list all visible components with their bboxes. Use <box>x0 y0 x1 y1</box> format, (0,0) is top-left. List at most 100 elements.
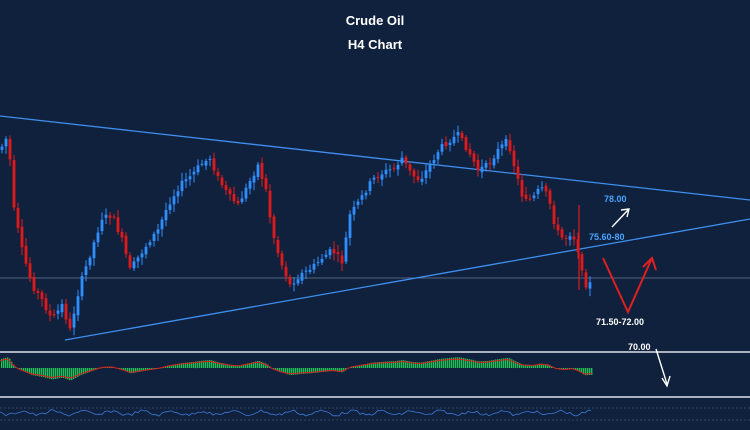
histogram-bar <box>489 360 491 368</box>
histogram-bar <box>171 365 173 368</box>
candle-body <box>8 139 12 160</box>
candle-body <box>392 167 396 169</box>
histogram-bar <box>51 368 53 380</box>
histogram-bar <box>343 368 345 372</box>
histogram-bar <box>123 368 125 371</box>
candle-body <box>192 171 196 175</box>
histogram-bar <box>3 358 5 368</box>
histogram-bar <box>229 364 231 368</box>
histogram-bar <box>257 361 259 368</box>
histogram-bar <box>253 362 255 368</box>
histogram-bar <box>141 368 143 372</box>
candle-body <box>376 176 380 178</box>
histogram-bar <box>259 361 261 368</box>
candle-body <box>132 261 136 269</box>
candle-body <box>532 195 536 199</box>
histogram-bar <box>227 364 229 368</box>
histogram-bar <box>411 361 413 368</box>
candle-body <box>340 255 344 264</box>
histogram-bar <box>197 361 199 369</box>
histogram-bar <box>519 363 521 369</box>
candle-body <box>140 253 144 258</box>
candle-body <box>292 283 296 285</box>
candle-body <box>576 239 580 253</box>
candle-body <box>352 206 356 215</box>
candle-body <box>264 177 268 190</box>
histogram-bar <box>41 368 43 377</box>
chart-subtitle: H4 Chart <box>347 37 403 52</box>
histogram-bar <box>413 362 415 368</box>
histogram-bar <box>91 368 93 372</box>
histogram-bar <box>249 363 251 368</box>
candle-body <box>304 270 308 272</box>
histogram-bar <box>135 368 137 373</box>
histogram-bar <box>273 368 275 370</box>
histogram-bar <box>337 368 339 372</box>
candle-body <box>328 249 332 256</box>
candle-body <box>68 318 72 329</box>
histogram-bar <box>221 363 223 368</box>
candle-body <box>372 177 376 180</box>
histogram-bar <box>295 368 297 375</box>
histogram-bar <box>363 364 365 368</box>
histogram-bar <box>277 368 279 371</box>
histogram-bar <box>507 357 509 368</box>
candle-body <box>92 242 96 259</box>
white-down-arrow <box>655 348 668 385</box>
histogram-bar <box>535 364 537 368</box>
candle-body <box>88 257 92 266</box>
histogram-bar <box>583 368 585 375</box>
candle-body <box>500 144 504 149</box>
chart-title: Crude Oil <box>345 13 405 28</box>
histogram-bar <box>313 368 315 373</box>
candle-body <box>588 282 592 289</box>
histogram-bar <box>425 361 427 368</box>
histogram-bar <box>385 361 387 368</box>
white-up-arrow-head <box>620 208 630 218</box>
histogram-bar <box>457 357 459 368</box>
histogram-bar <box>311 368 313 374</box>
histogram-bar <box>225 363 227 368</box>
histogram-bar <box>261 361 263 368</box>
histogram-bar <box>195 361 197 369</box>
histogram-bar <box>445 358 447 368</box>
candle-body <box>16 208 20 228</box>
histogram-bar <box>587 368 589 376</box>
histogram-bar <box>75 368 77 378</box>
candle-body <box>516 166 520 179</box>
histogram-bar <box>183 362 185 368</box>
candle-body <box>312 263 316 270</box>
histogram-bar <box>45 368 47 378</box>
histogram-bar <box>53 368 55 380</box>
histogram-bar <box>517 362 519 368</box>
candle-body <box>324 254 328 257</box>
histogram-bar <box>505 358 507 368</box>
histogram-bar <box>139 368 141 372</box>
histogram-bar <box>465 358 467 368</box>
candle-body <box>60 303 64 313</box>
histogram-bar <box>589 368 591 375</box>
histogram-bar <box>187 362 189 368</box>
histogram-bar <box>397 360 399 368</box>
candle-body <box>320 259 324 263</box>
annotation-75-60-80: 75.60-80 <box>589 232 625 242</box>
histogram-bar <box>369 363 371 368</box>
histogram-bar <box>137 368 139 373</box>
candle-body <box>308 269 312 272</box>
candle-body <box>468 148 472 155</box>
histogram-bar <box>325 368 327 372</box>
histogram-bar <box>435 359 437 368</box>
candle-body <box>28 263 32 279</box>
histogram-bar <box>131 368 133 374</box>
histogram-bar <box>23 368 25 372</box>
histogram-bar <box>527 364 529 368</box>
histogram-bar <box>419 362 421 368</box>
histogram-bar <box>403 360 405 368</box>
histogram-bar <box>247 363 249 368</box>
candle-body <box>448 142 452 145</box>
histogram-bar <box>31 368 33 375</box>
histogram-bar <box>237 365 239 368</box>
histogram-bar <box>297 368 299 375</box>
histogram-bar <box>25 368 27 373</box>
candle-body <box>472 153 476 162</box>
